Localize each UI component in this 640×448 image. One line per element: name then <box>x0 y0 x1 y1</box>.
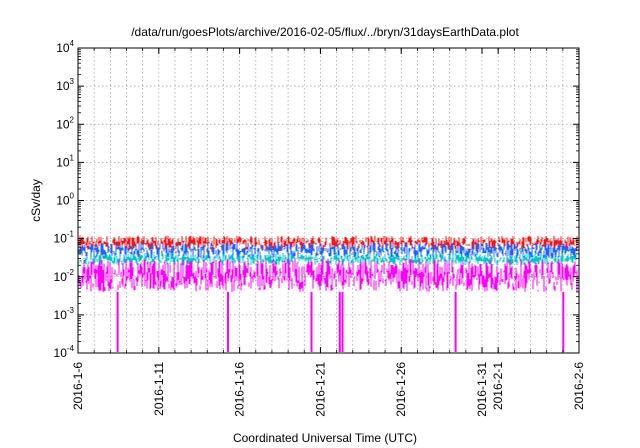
series-1-band <box>78 235 578 251</box>
data-area <box>78 235 578 352</box>
x-tick-label: 2016-1-16 <box>233 362 247 417</box>
y-tick-label: 10-1 <box>54 230 75 246</box>
x-axis-label: Coordinated Universal Time (UTC) <box>233 431 417 445</box>
chart-title: /data/run/goesPlots/archive/2016-02-05/f… <box>131 25 519 39</box>
x-tick-label: 2016-1-21 <box>313 362 327 417</box>
x-tick-label: 2016-1-31 <box>475 362 489 417</box>
y-tick-label: 103 <box>56 77 74 93</box>
x-tick-label: 2016-1-26 <box>394 362 408 417</box>
y-axis-label: cSv/day <box>29 179 43 222</box>
ticks: 10-4 10-3 10-2 10-1 100 101 102 103 104 2016-1-6 2… <box>54 39 586 417</box>
y-tick-label: 10-2 <box>54 268 75 284</box>
series-4-band <box>78 258 578 352</box>
y-tick-label: 102 <box>56 115 74 131</box>
plot-frame <box>77 47 580 354</box>
y-tick-label: 100 <box>56 192 74 208</box>
y-tick-label: 10-4 <box>54 344 75 360</box>
grid <box>78 48 579 353</box>
x-tick-label: 2016-1-11 <box>152 362 166 416</box>
x-tick-label: 2016-2-1 <box>491 362 505 410</box>
y-tick-label: 10-3 <box>54 306 75 322</box>
x-tick-label: 2016-1-6 <box>71 362 85 410</box>
x-tick-label: 2016-2-6 <box>572 362 586 410</box>
y-tick-label: 101 <box>56 153 74 169</box>
y-tick-label: 104 <box>56 39 74 55</box>
